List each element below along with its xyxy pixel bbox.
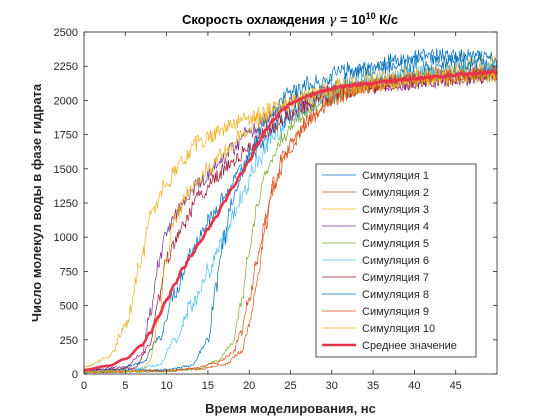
legend-label: Симуляция 4: [362, 221, 429, 233]
chart-title-eq: = 10: [336, 12, 365, 27]
x-tick-label: 25: [284, 380, 296, 392]
y-tick-label: 250: [60, 335, 78, 347]
y-tick-label: 0: [72, 369, 78, 381]
x-tick-label: 15: [202, 380, 214, 392]
x-tick-label: 10: [160, 380, 172, 392]
y-tick-label: 1250: [54, 198, 78, 210]
legend-label: Симуляция 8: [362, 289, 429, 301]
chart-title: Скорость охлаждения γ = 1010 К/с: [182, 11, 398, 28]
x-tick-label: 30: [326, 380, 338, 392]
x-tick-label: 35: [367, 380, 379, 392]
x-tick-label: 20: [243, 380, 255, 392]
y-tick-label: 500: [60, 301, 78, 313]
legend-label: Симуляция 9: [362, 306, 429, 318]
chart-title-symbol: γ: [329, 13, 337, 28]
y-axis-label: Число молекул воды в фазе гидрата: [29, 83, 44, 322]
y-tick-label: 2500: [54, 27, 78, 39]
chart-title-exponent: 10: [366, 11, 376, 21]
series-layer: [83, 48, 499, 374]
series-line: [83, 59, 498, 373]
y-tick-label: 2000: [54, 95, 78, 107]
legend-label: Симуляция 7: [362, 272, 429, 284]
chart-title-prefix: Скорость охлаждения: [182, 12, 329, 27]
legend-label: Симуляция 10: [362, 323, 435, 335]
legend: Симуляция 1 Симуляция 2 Симуляция 3 Симуляц…: [315, 163, 477, 358]
legend-label: Симуляция 6: [362, 255, 429, 267]
legend-box: [315, 163, 477, 358]
ticks-layer: 0 5 10 15 20 25 30 35 40 45 0 250 500 750 1000 1250 1500…: [54, 27, 497, 392]
y-tick-label: 750: [60, 266, 78, 278]
y-tick-label: 1500: [54, 164, 78, 176]
y-tick-label: 2250: [54, 61, 78, 73]
legend-label: Симуляция 5: [362, 238, 429, 250]
legend-label: Симуляция 2: [362, 187, 429, 199]
legend-label: Симуляция 3: [362, 204, 429, 216]
x-tick-label: 0: [81, 380, 87, 392]
series-line: [83, 69, 499, 372]
legend-label: Симуляция 1: [362, 170, 429, 182]
y-tick-label: 1000: [54, 232, 78, 244]
x-tick-label: 40: [408, 380, 420, 392]
x-tick-label: 5: [122, 380, 128, 392]
x-axis-label: Время моделирования, нс: [205, 401, 376, 416]
x-tick-label: 45: [450, 380, 462, 392]
chart-title-suffix: К/с: [376, 12, 398, 27]
y-tick-label: 1750: [54, 130, 78, 142]
legend-label: Среднее значение: [362, 340, 457, 352]
